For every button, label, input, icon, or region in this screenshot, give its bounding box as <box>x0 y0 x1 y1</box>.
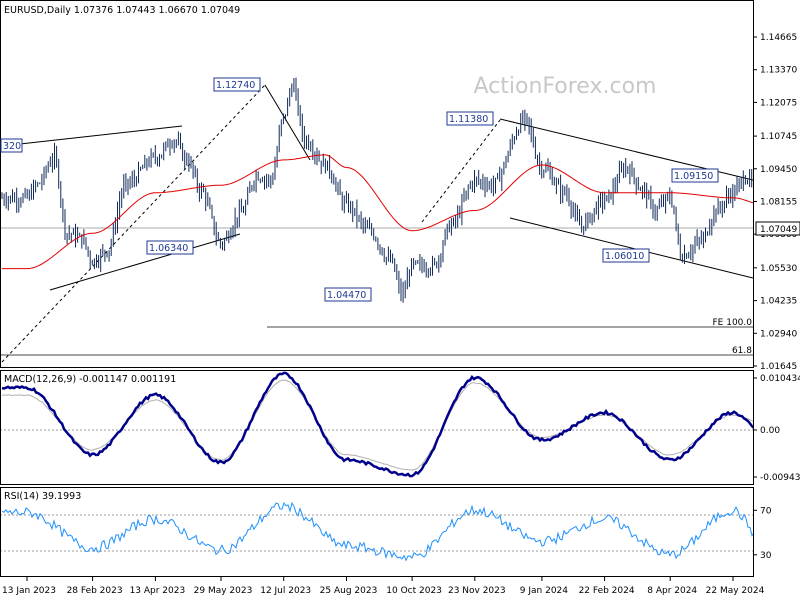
price-bars <box>1 77 753 303</box>
fe-100-label: FE 100.0 <box>713 318 753 328</box>
macd-line <box>1 371 753 478</box>
macd-y-tick-label: -0.009436 <box>760 473 800 483</box>
annotation-1-06010: 1.06010 <box>602 248 650 263</box>
price-y-tick-label: 1.01645 <box>760 362 797 372</box>
annotation-1-11380: 1.11380 <box>446 111 494 126</box>
x-tick-label: 22 Feb 2024 <box>579 586 635 596</box>
macd-y-axis: 0.010434 0.00 -0.009436 <box>753 374 800 483</box>
annotation-label: 1.06340 <box>149 243 188 254</box>
x-tick-label: 10 Oct 2023 <box>386 586 442 596</box>
x-tick-label: 12 Jul 2023 <box>260 586 311 596</box>
peak-connector <box>264 84 311 161</box>
x-tick-label: 13 Apr 2023 <box>130 586 186 596</box>
annotation-label: 1.11380 <box>449 114 488 125</box>
rsi-y-tick-label: 30 <box>760 551 772 561</box>
rsi-y-axis: 70 30 <box>753 506 772 561</box>
price-y-tick-label: 1.04235 <box>760 297 797 307</box>
price-y-tick-label: 1.12075 <box>760 98 797 108</box>
macd-y-tick-label: 0.00 <box>760 426 780 436</box>
price-y-tick-label: 1.10745 <box>760 132 797 142</box>
channel-lower-line <box>509 217 753 279</box>
rsi-y-tick-label: 70 <box>760 506 772 516</box>
annotation-1-04470: 1.04470 <box>324 287 372 302</box>
annotation-label: 320 <box>3 141 21 152</box>
price-panel-frame <box>0 0 754 368</box>
x-tick-label: 23 Nov 2023 <box>448 586 506 596</box>
fib-61-8-label: 61.8 <box>732 346 752 356</box>
price-panel-header: EURUSD,Daily 1.07376 1.07443 1.06670 1.0… <box>4 5 240 16</box>
annotation-320: 320 <box>0 138 23 153</box>
price-y-tick-label: 1.09450 <box>760 165 797 175</box>
price-y-tick-label: 1.13370 <box>760 66 797 76</box>
price-y-axis: 1.14665 1.13370 1.12075 1.10745 1.09450 1.081… <box>753 33 797 372</box>
annotation-1-12740: 1.12740 <box>213 77 261 92</box>
price-y-tick-label: 1.08155 <box>760 198 797 208</box>
price-y-tick-label: 1.14665 <box>760 33 797 43</box>
x-tick-label: 25 Aug 2023 <box>320 586 378 596</box>
annotation-1-09150: 1.09150 <box>671 168 719 183</box>
annotation-label: 1.06010 <box>605 251 644 262</box>
current-price-value: 1.07049 <box>760 225 797 235</box>
annotation-1-06340: 1.06340 <box>146 240 194 255</box>
x-tick-label: 9 Jan 2024 <box>520 586 568 596</box>
current-price-badge: 1.07049 <box>755 221 800 236</box>
moving-average-line <box>2 154 753 270</box>
x-tick-label: 22 May 2024 <box>706 586 765 596</box>
trendline-dashed-support <box>1 84 266 363</box>
time-x-axis: 13 Jan 2023 28 Feb 2023 13 Apr 2023 29 May … <box>2 577 765 596</box>
trendline-lower-2023 <box>49 233 241 291</box>
annotation-label: 1.04470 <box>327 290 366 301</box>
rsi-line <box>1 501 753 562</box>
x-tick-label: 8 Apr 2024 <box>647 586 697 596</box>
rsi-panel-frame <box>0 487 754 577</box>
watermark: ActionForex.com <box>474 74 657 99</box>
price-y-tick-label: 1.02940 <box>760 329 797 339</box>
x-tick-label: 13 Jan 2023 <box>2 586 56 596</box>
x-tick-label: 28 Feb 2023 <box>67 586 123 596</box>
x-tick-label: 29 May 2023 <box>194 586 253 596</box>
rsi-panel-header: RSI(14) 39.1993 <box>4 491 81 502</box>
annotation-label: 1.09150 <box>674 171 713 182</box>
trendline-upper-2023 <box>1 125 183 147</box>
macd-panel-header: MACD(12,26,9) -0.001147 0.001191 <box>4 374 176 385</box>
price-y-tick-label: 1.05530 <box>760 264 797 274</box>
macd-y-tick-label: 0.010434 <box>760 374 800 384</box>
annotation-label: 1.12740 <box>216 80 255 91</box>
